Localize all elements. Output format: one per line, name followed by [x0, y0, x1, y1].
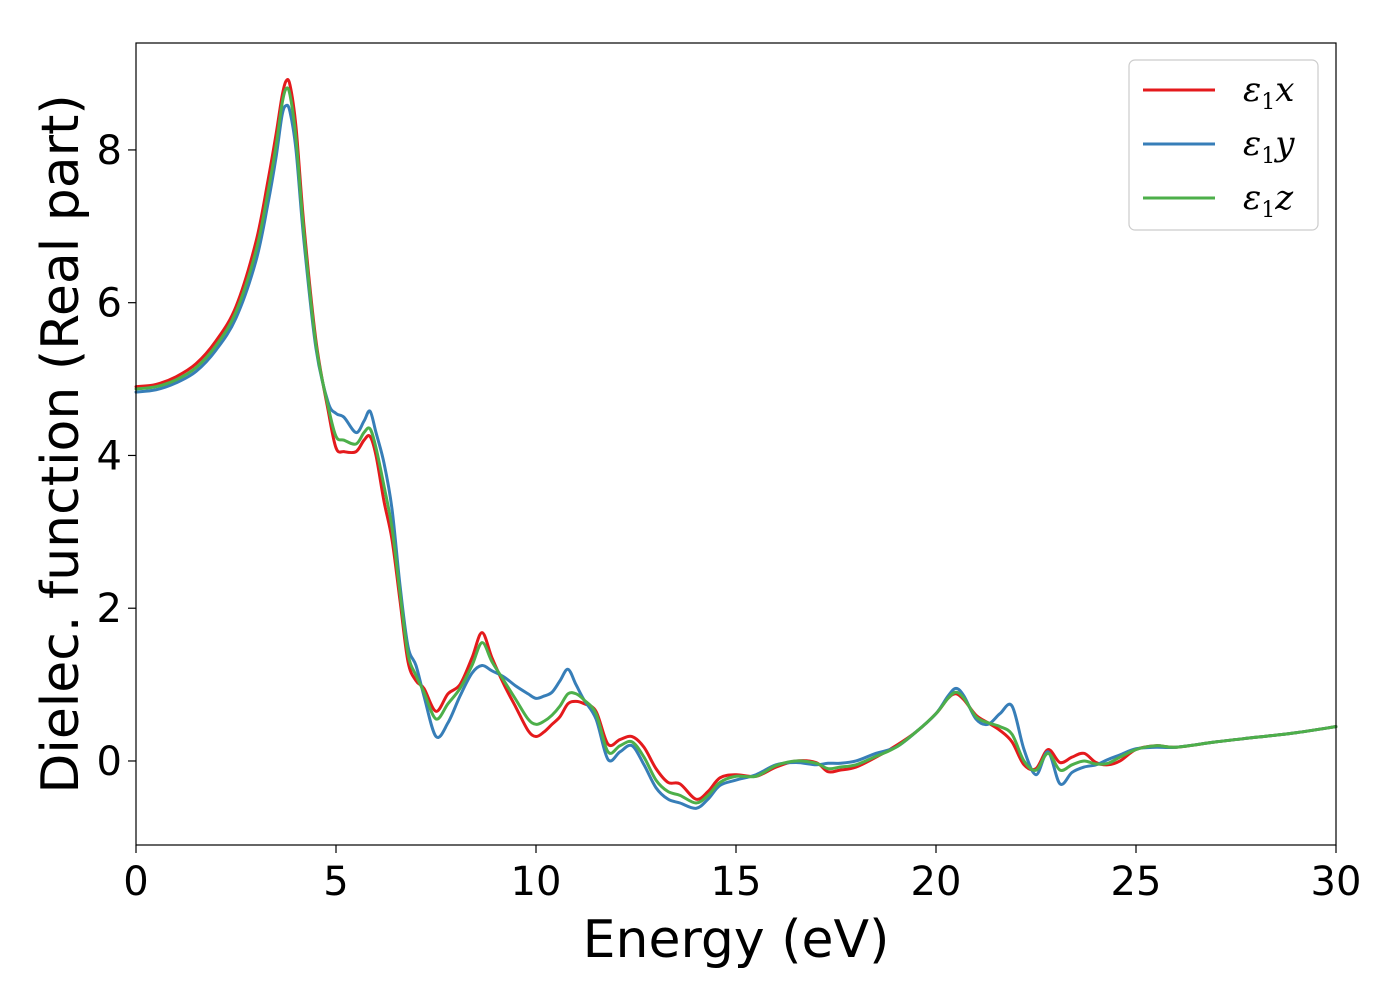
y-tick-label: 4	[97, 433, 122, 479]
x-tick-label: 20	[911, 859, 962, 905]
series-line-z	[134, 86, 1338, 805]
legend-box	[1128, 59, 1319, 231]
x-tick-label: 10	[511, 859, 562, 905]
y-tick-label: 6	[97, 281, 122, 327]
x-tick-label: 30	[1311, 859, 1362, 905]
x-tick-label: 15	[711, 859, 762, 905]
x-axis-ticks: 0 5 10 15 20 25 30	[123, 845, 1361, 905]
series-layer	[134, 78, 1338, 810]
y-axis-label: Dielec. function (Real part)	[31, 94, 91, 793]
x-tick-label: 0	[123, 859, 148, 905]
legend-items: ε1x ε1y ε1z	[1143, 70, 1295, 223]
x-axis-label: Energy (eV)	[583, 910, 890, 970]
x-tick-label: 5	[323, 859, 348, 905]
legend-label-y: ε1y	[1243, 124, 1295, 169]
x-tick-label: 25	[1111, 859, 1162, 905]
legend-label-z: ε1z	[1243, 178, 1294, 223]
y-axis-ticks: 0 2 4 6 8	[97, 128, 136, 785]
legend: ε1x ε1y ε1z	[1128, 59, 1319, 231]
y-tick-label: 8	[97, 128, 122, 174]
plot-frame	[135, 42, 1337, 846]
y-tick-label: 0	[97, 739, 122, 785]
y-tick-label: 2	[97, 586, 122, 632]
legend-label-x: ε1x	[1243, 70, 1294, 115]
